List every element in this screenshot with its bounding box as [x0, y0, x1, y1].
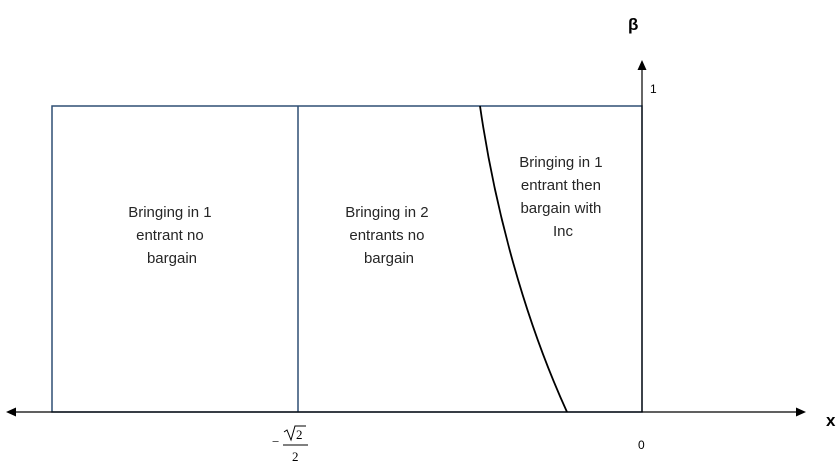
sqrt-symbol-icon — [283, 425, 306, 442]
region-label-one-entrant-no-bargain: Bringing in 1 entrant no bargain — [128, 204, 216, 267]
y-axis-up-arrow — [637, 60, 647, 70]
region-label-line: Bringing in 1 — [519, 154, 602, 171]
region-label-two-entrants-no-bargain: Bringing in 2 entrants no bargain — [345, 204, 433, 267]
region-label-line: bargain — [364, 250, 414, 267]
x-tick-minus-sign: − — [272, 434, 279, 449]
region-label-line: bargain — [147, 250, 197, 267]
region-label-line: entrant then — [521, 177, 601, 194]
y-axis-label: β — [628, 15, 638, 34]
region-label-line: bargain with — [520, 200, 601, 217]
region-label-line: Bringing in 1 — [128, 204, 211, 221]
region-label-line: Bringing in 2 — [345, 204, 428, 221]
x-tick-denominator: 2 — [292, 449, 299, 464]
region-label-one-entrant-then-bargain: Bringing in 1 entrant then bargain with … — [519, 154, 607, 240]
region-label-line: entrant no — [136, 227, 204, 244]
region-boundary-rect — [51, 105, 643, 413]
region-label-line: entrants no — [349, 227, 424, 244]
y-tick-one: 1 — [650, 82, 657, 96]
x-tick-radicand: 2 — [296, 427, 303, 442]
x-axis-right-arrow — [796, 407, 806, 417]
x-tick-zero: 0 — [638, 438, 645, 452]
region-boundary-curve — [479, 105, 568, 413]
x-axis-left-arrow — [6, 407, 16, 417]
x-axis-label: x — [826, 411, 836, 430]
x-tick-neg-sqrt2-over-2: − 2 2 — [272, 425, 308, 464]
region-label-line: Inc — [553, 223, 574, 240]
